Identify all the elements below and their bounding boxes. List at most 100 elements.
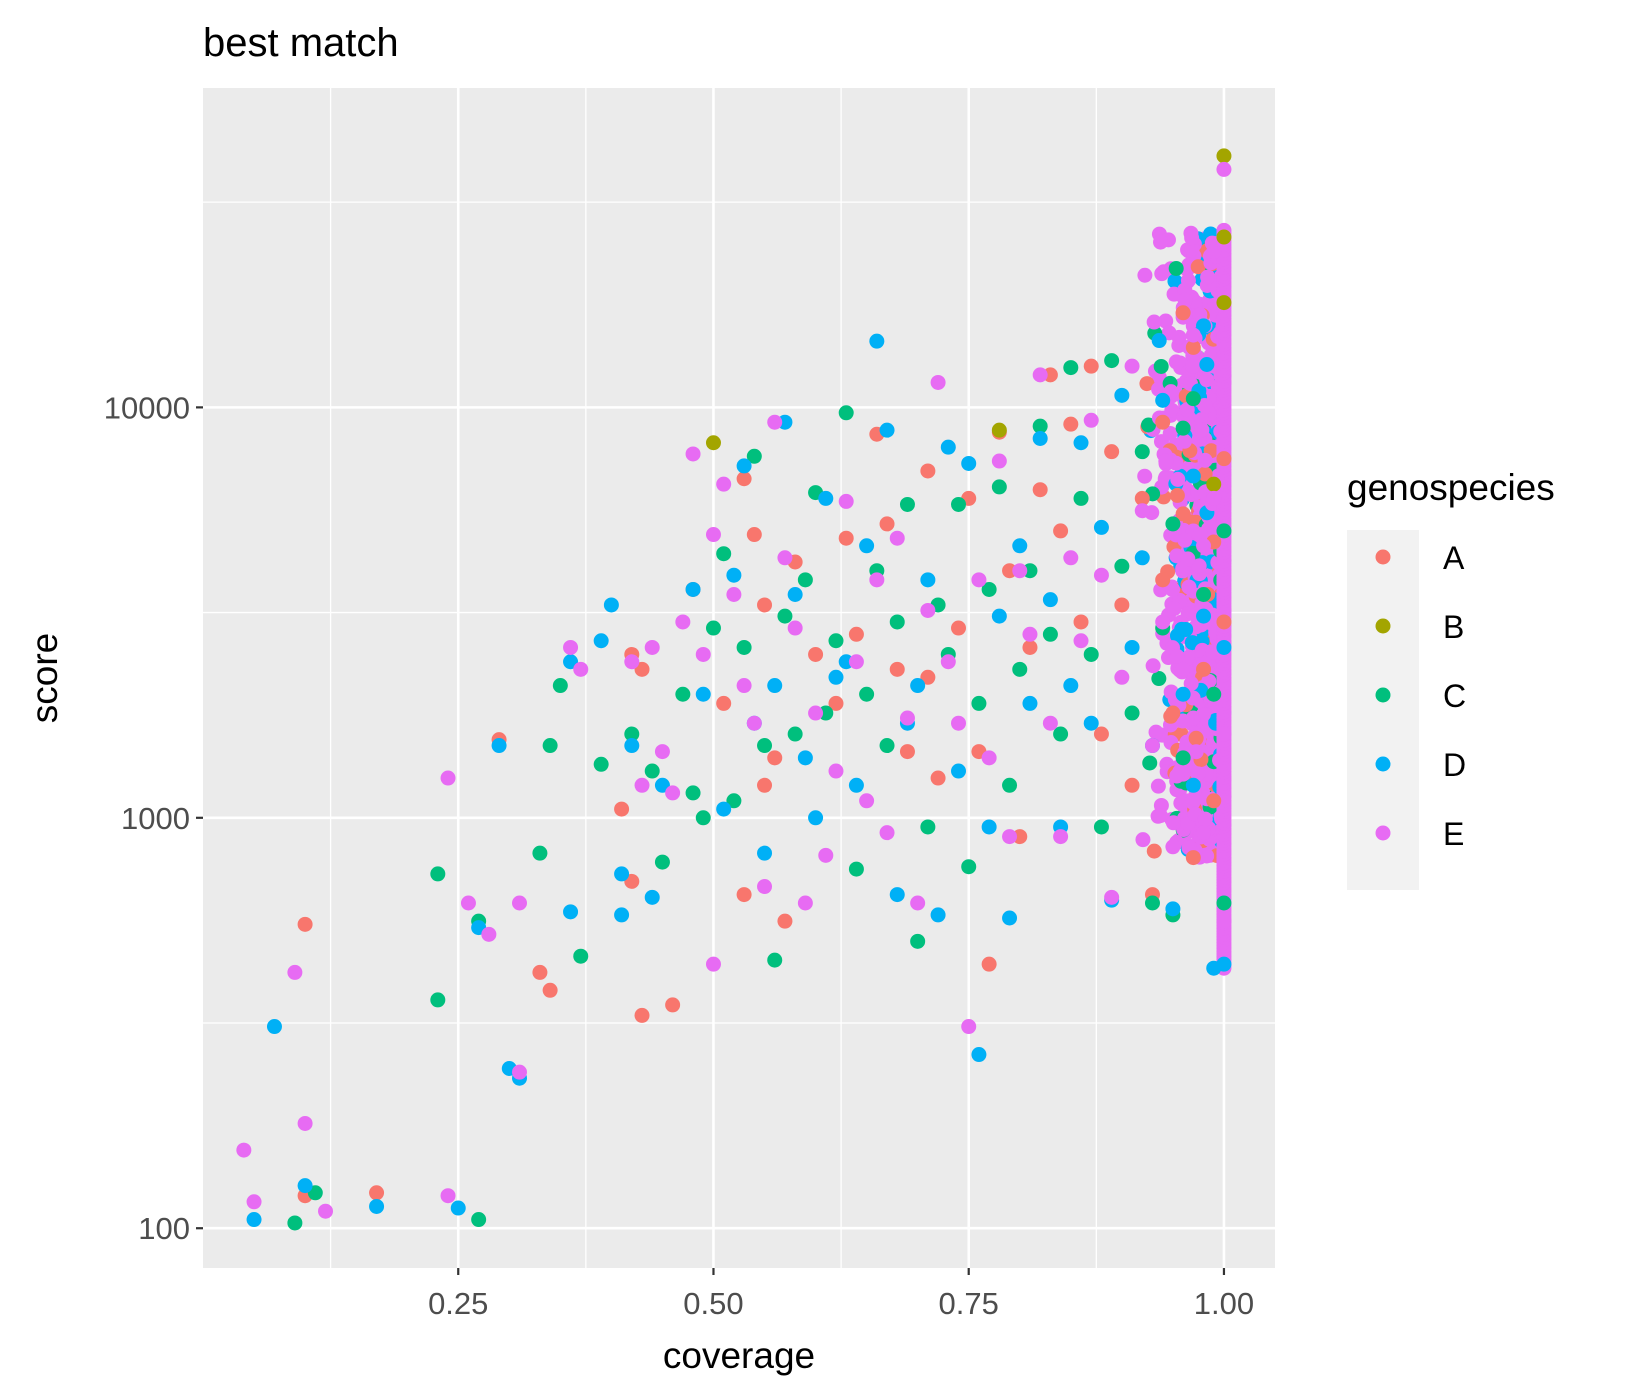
dense-band-point [1169, 648, 1185, 664]
point-C [430, 992, 446, 1008]
point-E [460, 895, 476, 911]
point-E [859, 793, 875, 809]
point-C [777, 608, 793, 624]
dense-band-point [1199, 848, 1215, 864]
point-D [1185, 777, 1201, 793]
point-A [808, 646, 824, 662]
point-C [1012, 661, 1028, 677]
point-D [808, 810, 824, 826]
point-A [369, 1185, 385, 1201]
point-D [654, 777, 670, 793]
dense-band-point [1166, 601, 1182, 617]
point-D [685, 581, 701, 597]
dense-band-point [1167, 273, 1183, 289]
point-A [1175, 506, 1191, 522]
point-A [981, 956, 997, 972]
point-A [665, 997, 681, 1013]
dense-band-point [1137, 468, 1153, 484]
dense-band-point [1165, 815, 1181, 831]
point-C [1083, 646, 1099, 662]
point-C [726, 793, 742, 809]
point-B [991, 422, 1007, 438]
point-C [593, 756, 609, 772]
dense-band-point [1197, 397, 1213, 413]
point-D [624, 738, 640, 754]
point-E [1042, 715, 1058, 731]
point-D [1063, 678, 1079, 694]
point-E [1053, 829, 1069, 845]
point-D [695, 686, 711, 702]
point-D [991, 608, 1007, 624]
dense-band-point [1197, 452, 1213, 468]
point-E [1206, 243, 1222, 259]
point-E [1196, 825, 1212, 841]
point-C [1053, 726, 1069, 742]
point-D [1124, 639, 1140, 655]
point-E [746, 715, 762, 731]
point-E [818, 847, 834, 863]
point-A [1032, 482, 1048, 498]
dense-band-point [1180, 551, 1196, 567]
point-C [848, 861, 864, 877]
dense-band-point [1190, 259, 1206, 275]
point-C [1032, 418, 1048, 434]
dense-band-point [1169, 487, 1185, 503]
point-D [1042, 592, 1058, 608]
point-E [705, 956, 721, 972]
point-A [767, 750, 783, 766]
point-D [726, 567, 742, 583]
point-D [563, 654, 579, 670]
point-C [573, 948, 589, 964]
point-A [828, 695, 844, 711]
point-E [246, 1194, 262, 1210]
point-A [1185, 850, 1201, 866]
point-D [1216, 956, 1232, 972]
dense-band-point [1194, 422, 1210, 438]
dense-band-point [1200, 269, 1216, 285]
point-A [838, 530, 854, 546]
dense-band-point [1184, 241, 1200, 257]
y-tick-label: 10000 [104, 390, 190, 425]
point-A [1114, 597, 1130, 613]
point-E [1144, 738, 1160, 754]
point-D [369, 1198, 385, 1214]
point-A [1124, 777, 1140, 793]
point-C [1196, 586, 1212, 602]
point-D [1134, 550, 1150, 566]
y-tick-label: 1000 [121, 801, 190, 836]
point-E [1185, 327, 1201, 343]
point-A [297, 916, 313, 932]
point-C [828, 633, 844, 649]
point-D [1175, 686, 1191, 702]
point-D [930, 907, 946, 923]
point-A [1063, 416, 1079, 432]
point-E [828, 763, 844, 779]
legend-label: C [1443, 678, 1466, 714]
point-A [634, 661, 650, 677]
point-C [971, 695, 987, 711]
point-E [797, 895, 813, 911]
point-C [879, 738, 895, 754]
point-A [1216, 451, 1232, 467]
point-C [991, 479, 1007, 495]
point-E [716, 476, 732, 492]
point-E [971, 572, 987, 588]
point-A [1093, 726, 1109, 742]
point-D [767, 678, 783, 694]
point-E [1104, 889, 1120, 905]
dense-band-point [1177, 532, 1193, 548]
point-A [777, 913, 793, 929]
dense-band-point [1184, 230, 1200, 246]
point-D [1083, 715, 1099, 731]
dense-band-point [1137, 267, 1153, 283]
point-C [838, 405, 854, 421]
point-D [450, 1200, 466, 1216]
point-C [787, 726, 803, 742]
point-E [757, 879, 773, 895]
point-B [705, 435, 721, 451]
point-C [1175, 750, 1191, 766]
point-A [951, 620, 967, 636]
dense-band-point [1170, 471, 1186, 487]
point-A [1155, 414, 1171, 430]
